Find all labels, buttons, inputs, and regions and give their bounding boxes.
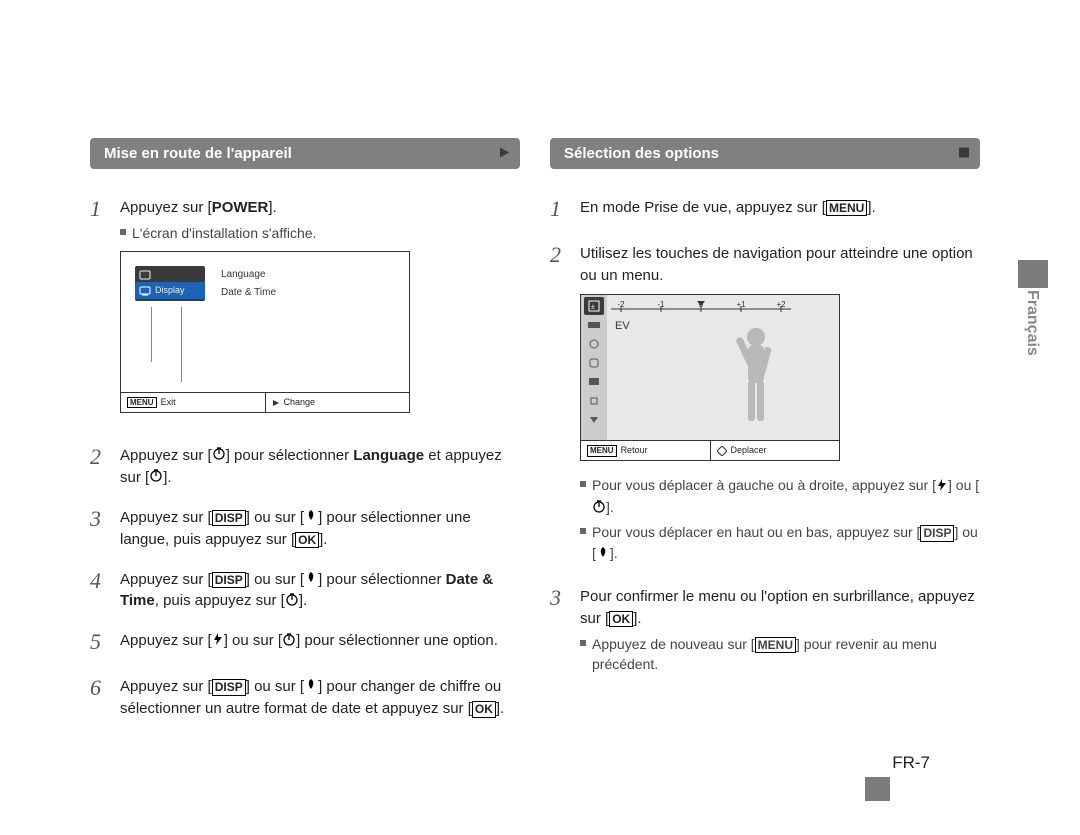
figure-setup-screen: Display Language Date & Time MENU	[120, 251, 410, 413]
iso-icon	[584, 335, 604, 353]
language-tab-marker	[1018, 260, 1048, 288]
left-step-2: 2 Appuyez sur [] pour sélectionner Langu…	[90, 441, 520, 489]
left-step-4: 4 Appuyez sur [DISP] ou sur [] pour séle…	[90, 565, 520, 613]
callout-line	[181, 307, 182, 382]
ok-btn-icon: OK	[472, 701, 496, 717]
page-marker	[865, 777, 890, 801]
right-step-3: 3 Pour confirmer le menu ou l'option en …	[550, 582, 980, 678]
callout-line	[151, 307, 152, 362]
left-step-3: 3 Appuyez sur [DISP] ou sur [] pour séle…	[90, 503, 520, 551]
wb-icon	[584, 316, 604, 334]
flash-icon	[936, 477, 948, 497]
bullet-icon	[580, 640, 586, 646]
page-number: FR-7	[892, 753, 930, 773]
bullet: Pour vous déplacer à gauche ou à droite,…	[580, 475, 980, 518]
timer-icon	[285, 591, 299, 613]
right-section-header: Sélection des options	[550, 138, 980, 169]
right-header-text: Sélection des options	[564, 145, 719, 162]
nav-diamond-icon	[717, 446, 727, 456]
person-silhouette-icon	[721, 323, 791, 440]
step-body: Appuyez sur [POWER]. L'écran d'installat…	[120, 193, 520, 427]
bullet-icon	[120, 229, 126, 235]
fig2-sidebar: ±	[581, 295, 607, 440]
play-icon	[498, 145, 510, 162]
face-icon	[584, 354, 604, 372]
bullet: L'écran d'installation s'affiche.	[120, 223, 520, 243]
macro-icon	[304, 676, 318, 698]
bullet-icon	[580, 481, 586, 487]
size-icon	[584, 373, 604, 391]
macro-icon	[304, 569, 318, 591]
fig1-options: Language Date & Time	[221, 266, 276, 302]
disp-btn-icon: DISP	[212, 572, 246, 588]
ev-icon: ±	[584, 297, 604, 315]
left-section-header: Mise en route de l'appareil	[90, 138, 520, 169]
step-number: 1	[90, 193, 110, 427]
bullet: Appuyez de nouveau sur [MENU] pour reven…	[580, 634, 980, 675]
left-step-1: 1 Appuyez sur [POWER]. L'écran d'install…	[90, 193, 520, 427]
arrow-right-icon	[272, 399, 280, 407]
menu-btn-icon: MENU	[127, 397, 157, 409]
timer-icon	[212, 445, 226, 467]
timer-icon	[592, 498, 606, 518]
disp-btn-icon: DISP	[212, 510, 246, 526]
meter-icon	[584, 392, 604, 410]
left-column: Mise en route de l'appareil 1 Appuyez su…	[90, 138, 520, 734]
macro-icon	[304, 507, 318, 529]
menu-btn-icon: MENU	[755, 637, 796, 653]
fig1-menu: Display	[135, 266, 205, 301]
menu-btn-icon: MENU	[587, 445, 617, 457]
stop-icon	[958, 145, 970, 162]
fig1-menu-spacer	[135, 268, 205, 282]
fig1-menu-display: Display	[135, 282, 205, 299]
right-column: Sélection des options 1 En mode Prise de…	[550, 138, 980, 734]
right-step-2: 2 Utilisez les touches de navigation pou…	[550, 239, 980, 568]
menu-btn-icon: MENU	[826, 200, 867, 216]
svg-text:±: ±	[591, 304, 595, 311]
disp-btn-icon: DISP	[920, 525, 954, 541]
disp-btn-icon: DISP	[212, 679, 246, 695]
timer-icon	[282, 631, 296, 653]
ev-ruler: -2-10+1+2	[611, 298, 791, 310]
left-step-6: 6 Appuyez sur [DISP] ou sur [] pour chan…	[90, 672, 520, 720]
bullet: Pour vous déplacer en haut ou en bas, ap…	[580, 522, 980, 564]
left-step-5: 5 Appuyez sur [] ou sur [] pour sélectio…	[90, 626, 520, 658]
ok-btn-icon: OK	[295, 532, 319, 548]
ok-btn-icon: OK	[609, 611, 633, 627]
fig1-bottom-bar: MENU Exit Change	[121, 392, 409, 412]
macro-icon	[596, 544, 610, 564]
flash-icon	[212, 631, 224, 653]
language-tab: Français	[1023, 290, 1041, 356]
left-header-text: Mise en route de l'appareil	[104, 145, 292, 162]
right-step-1: 1 En mode Prise de vue, appuyez sur [MEN…	[550, 193, 980, 225]
arrow-down-icon	[584, 411, 604, 429]
timer-icon	[149, 467, 163, 489]
fig2-bottom-bar: MENU Retour Deplacer	[581, 440, 839, 460]
figure-ev-screen: ± -2-10+1+2	[580, 294, 840, 461]
bullet-icon	[580, 528, 586, 534]
ev-label: EV	[615, 319, 630, 335]
